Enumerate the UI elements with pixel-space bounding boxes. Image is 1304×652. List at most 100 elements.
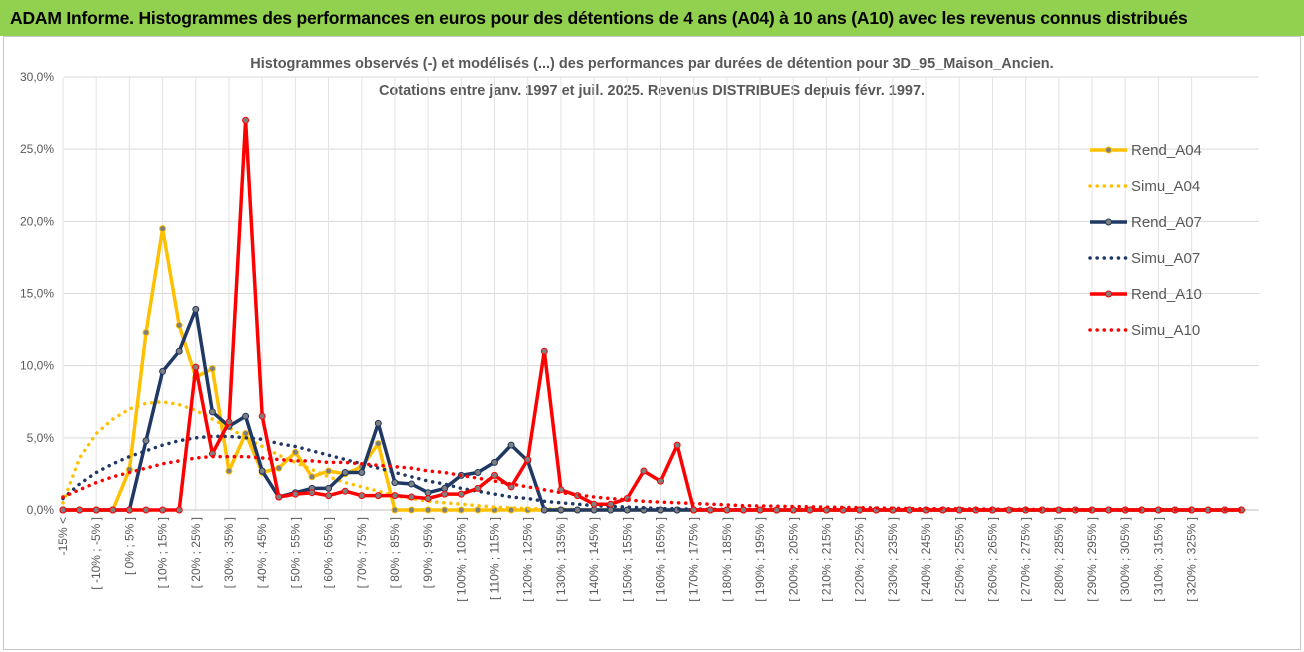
histogram-chart: Histogrammes observés (-) et modélisés (… (20, 56, 1259, 602)
legend-label-rend-a10: Rend_A10 (1131, 286, 1202, 303)
series-rend-a07-point (574, 506, 581, 514)
series-rend-a04-point (408, 506, 415, 514)
x-tick-label: [ 20% ; 25% ] (189, 517, 203, 588)
series-rend-a04-point (424, 506, 432, 514)
series-rend-a04-point (159, 225, 167, 233)
series-rend-a07-point (408, 480, 415, 488)
legend-marker-rend-a10 (1105, 290, 1112, 298)
series-rend-a07-point (424, 489, 432, 497)
series-rend-a07-point (474, 469, 482, 476)
series-rend-a10-point (540, 347, 548, 355)
legend: Rend_A04 Simu_A04 Rend_A07 Simu_A07 Rend_A10… (1088, 142, 1202, 339)
series-rend-a07-point (491, 458, 498, 466)
series-rend-a07-point (192, 305, 200, 313)
series-lines (59, 116, 1245, 514)
series-simu-a10-line (61, 454, 1244, 512)
x-tick-label: [ 140% ; 145% ] (587, 517, 601, 602)
series-rend-a07-point (441, 484, 449, 492)
series-rend-a10-point (524, 456, 532, 463)
series-rend-a07-point (159, 367, 167, 375)
x-tick-label: [ 250% ; 255% ] (952, 517, 966, 602)
banner-title: ADAM Informe. Histogrammes des performan… (10, 8, 1188, 28)
series-rend-a10-point (673, 441, 681, 449)
series-rend-a07-point (374, 419, 382, 427)
series-rend-a10-point (258, 412, 266, 420)
series-rend-a04-point (457, 506, 465, 514)
y-tick-label: 25,0% (20, 142, 54, 156)
series-rend-a10-point (142, 506, 150, 514)
x-tick-label: [ 120% ; 125% ] (521, 517, 535, 602)
x-tick-label: [ 310% ; 315% ] (1151, 517, 1165, 602)
series-rend-a07-point (590, 506, 598, 514)
series-rend-a10-point (607, 500, 615, 508)
series-rend-a10-point (374, 492, 382, 500)
series-rend-a10-point (424, 495, 432, 502)
series-rend-a10-point (773, 506, 781, 514)
series-rend-a07-point (325, 484, 333, 492)
x-tick-label: [ 230% ; 235% ] (886, 517, 900, 602)
title-banner: ADAM Informe. Histogrammes des performan… (0, 0, 1304, 36)
chart-title-line1: Histogrammes observés (-) et modélisés (… (250, 56, 1053, 72)
series-rend-a07-point (258, 467, 266, 475)
series-rend-a10-point (474, 484, 482, 492)
x-tick-label: [ 70% ; 75% ] (355, 517, 369, 588)
series-rend-a04-point (308, 473, 316, 481)
series-rend-a10-point (457, 490, 465, 498)
legend-label-simu-a04: Simu_A04 (1131, 178, 1200, 195)
series-rend-a04-point (441, 506, 449, 514)
x-tick-label: [ 180% ; 185% ] (720, 517, 734, 602)
series-simu-a07-line (61, 434, 1244, 512)
series-rend-a07-point (540, 506, 548, 514)
series-rend-a04-point (325, 467, 333, 475)
series-rend-a10-point (76, 506, 84, 514)
series-rend-a10-point (175, 506, 183, 514)
series-rend-a10-point (358, 492, 366, 500)
y-tick-label: 5,0% (27, 431, 55, 445)
x-tick-label: [ 200% ; 205% ] (786, 517, 800, 602)
legend-label-simu-a07: Simu_A07 (1131, 250, 1200, 267)
y-tick-label: 10,0% (20, 359, 54, 373)
x-tick-label: [ 10% ; 15% ] (156, 517, 170, 588)
series-rend-a04-line (63, 226, 1242, 512)
x-tick-label: [ 210% ; 215% ] (819, 517, 833, 602)
series-rend-a10-point (740, 506, 747, 514)
series-rend-a10-point (706, 506, 714, 514)
series-rend-a10-point (657, 477, 664, 485)
series-rend-a10-point (391, 492, 399, 500)
y-tick-label: 15,0% (20, 287, 54, 301)
chart-title-line2: Cotations entre janv. 1997 et juil. 2025… (379, 83, 925, 99)
x-tick-label: [ 280% ; 285% ] (1052, 517, 1066, 602)
series-rend-a04-point (142, 329, 150, 336)
y-tick-label: 20,0% (20, 214, 54, 228)
series-rend-a10-point (92, 506, 100, 514)
series-rend-a04-point (391, 506, 399, 514)
series-rend-a04-point (275, 464, 283, 472)
x-tick-label: [ 160% ; 165% ] (654, 517, 668, 602)
series-rend-a04-point (225, 467, 233, 475)
series-rend-a07-point (175, 347, 183, 355)
x-tick-label: [ 290% ; 295% ] (1085, 517, 1099, 602)
x-tick-label: [ 320% ; 325% ] (1185, 517, 1199, 602)
x-tick-label: [ 270% ; 275% ] (1019, 517, 1033, 602)
series-rend-a10-point (856, 506, 864, 514)
series-rend-a10-point (806, 506, 814, 514)
series-rend-a10-point (308, 489, 316, 497)
x-tick-label: [ 60% ; 65% ] (322, 517, 336, 588)
legend-marker-rend-a07 (1105, 218, 1112, 226)
series-rend-a04-point (208, 365, 216, 373)
series-rend-a10-point (723, 506, 731, 514)
series-rend-a10-point (125, 506, 133, 514)
series-rend-a10-point (408, 493, 415, 501)
series-rend-a10-point (291, 490, 299, 498)
series-rend-a10-point (109, 506, 117, 514)
series-rend-a07-point (507, 441, 515, 449)
series-rend-a07-point (341, 469, 349, 476)
series-rend-a10-point (640, 467, 648, 475)
series-rend-a10-point (491, 471, 498, 479)
series-rend-a07-point (142, 437, 150, 445)
series-rend-a07-point (391, 479, 399, 487)
series-rend-a07-point (242, 412, 250, 420)
x-tick-label: [ 80% ; 85% ] (388, 517, 402, 588)
series-rend-a10-point (341, 487, 349, 495)
series-rend-a04-point (175, 321, 183, 329)
